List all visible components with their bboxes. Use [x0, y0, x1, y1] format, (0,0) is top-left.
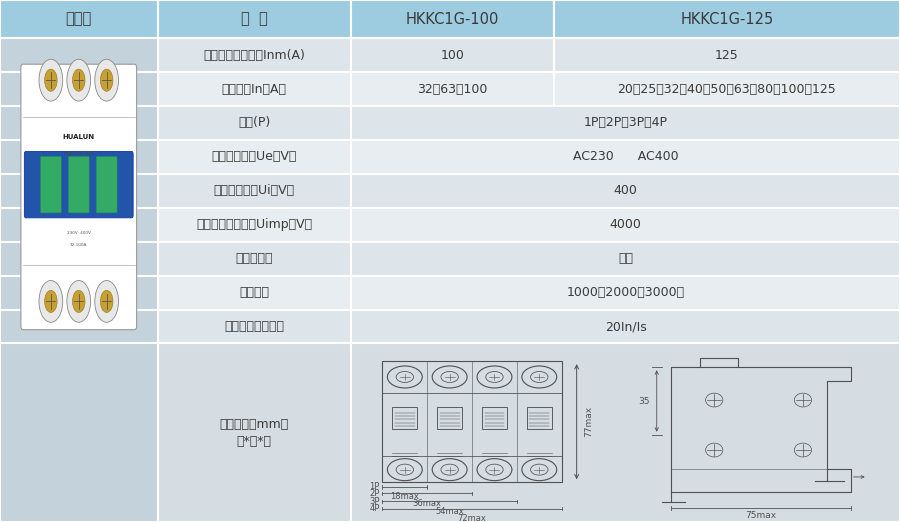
- FancyBboxPatch shape: [40, 157, 61, 213]
- Text: 75max: 75max: [745, 511, 777, 519]
- Text: HKKC1G-100: HKKC1G-100: [63, 151, 94, 157]
- Bar: [382, 361, 562, 482]
- Text: 4000: 4000: [609, 218, 642, 231]
- Circle shape: [67, 60, 91, 101]
- Text: 20In/Is: 20In/Is: [605, 320, 646, 333]
- Bar: [0, 242, 158, 276]
- Text: 额定工作电压Ue（V）: 额定工作电压Ue（V）: [212, 150, 297, 163]
- Bar: [351, 343, 900, 522]
- Bar: [351, 208, 900, 242]
- FancyBboxPatch shape: [68, 157, 89, 213]
- Bar: [392, 407, 418, 429]
- Bar: [0, 343, 158, 522]
- Bar: [554, 0, 900, 38]
- FancyBboxPatch shape: [24, 151, 133, 218]
- Circle shape: [94, 60, 119, 101]
- Text: 额定冲击耐受电压Uimp（V）: 额定冲击耐受电压Uimp（V）: [196, 218, 312, 231]
- Bar: [351, 174, 900, 208]
- Bar: [0, 0, 158, 38]
- Text: 32、63、100: 32、63、100: [417, 82, 488, 96]
- Bar: [0, 106, 158, 140]
- Text: 400: 400: [614, 184, 637, 197]
- Text: 产品图: 产品图: [66, 11, 92, 27]
- Text: 极数(P): 极数(P): [238, 116, 270, 129]
- Text: 32-100A: 32-100A: [70, 243, 87, 247]
- Text: HKKC1G-125: HKKC1G-125: [680, 11, 773, 27]
- Bar: [158, 242, 351, 276]
- Text: 电气寿命: 电气寿命: [239, 286, 269, 299]
- Bar: [526, 407, 552, 429]
- Bar: [351, 242, 900, 276]
- Bar: [158, 310, 351, 343]
- Text: 壳架等级额定电流Inm(A): 壳架等级额定电流Inm(A): [203, 49, 305, 62]
- Text: 额定电流In（A）: 额定电流In（A）: [221, 82, 287, 96]
- Text: 1000、2000、3000次: 1000、2000、3000次: [566, 286, 685, 299]
- Text: 额定绝缘电压Ui（V）: 额定绝缘电压Ui（V）: [213, 184, 295, 197]
- Bar: [158, 343, 351, 522]
- Circle shape: [73, 69, 85, 91]
- Text: AC230      AC400: AC230 AC400: [572, 150, 679, 163]
- Circle shape: [45, 290, 57, 313]
- Text: 20、25、32、40、50、63、80、100、125: 20、25、32、40、50、63、80、100、125: [617, 82, 836, 96]
- Text: 外形尺寸（mm）
长*宽*高: 外形尺寸（mm） 长*宽*高: [220, 418, 289, 448]
- Text: 2P: 2P: [370, 489, 380, 497]
- Text: 54max: 54max: [436, 506, 464, 516]
- Bar: [351, 106, 900, 140]
- Circle shape: [94, 280, 119, 322]
- Circle shape: [67, 280, 91, 322]
- Bar: [0, 276, 158, 310]
- Text: 100: 100: [440, 49, 464, 62]
- Text: 18max: 18max: [391, 492, 419, 502]
- Text: HKKC1G-100: HKKC1G-100: [406, 11, 499, 27]
- Circle shape: [101, 69, 112, 91]
- Bar: [482, 407, 507, 429]
- Bar: [0, 72, 158, 106]
- Bar: [351, 72, 554, 106]
- Bar: [351, 140, 900, 174]
- Text: 1P: 1P: [370, 482, 380, 491]
- Bar: [0, 174, 158, 208]
- Circle shape: [73, 290, 85, 313]
- Bar: [158, 208, 351, 242]
- Text: 36max: 36max: [413, 499, 442, 508]
- Bar: [158, 38, 351, 72]
- Text: 125: 125: [715, 49, 739, 62]
- Bar: [0, 38, 158, 72]
- Bar: [158, 106, 351, 140]
- Bar: [351, 310, 900, 343]
- Bar: [158, 140, 351, 174]
- Circle shape: [45, 69, 57, 91]
- Text: 隔离适用性: 隔离适用性: [236, 252, 273, 265]
- Circle shape: [39, 60, 63, 101]
- FancyBboxPatch shape: [96, 157, 117, 213]
- Text: 1P、2P、3P、4P: 1P、2P、3P、4P: [583, 116, 668, 129]
- Text: 短路承载电流能力: 短路承载电流能力: [224, 320, 284, 333]
- Text: 77max: 77max: [584, 406, 593, 437]
- Text: 隔离: 隔离: [618, 252, 633, 265]
- Text: 230V  400V: 230V 400V: [67, 231, 91, 234]
- Bar: [351, 0, 554, 38]
- Text: 4P: 4P: [370, 504, 380, 514]
- Bar: [437, 407, 462, 429]
- Circle shape: [39, 280, 63, 322]
- Bar: [158, 276, 351, 310]
- Text: 型  号: 型 号: [241, 11, 267, 27]
- Text: 3P: 3P: [369, 496, 380, 506]
- Bar: [554, 72, 900, 106]
- Bar: [158, 174, 351, 208]
- Text: 35: 35: [638, 397, 650, 406]
- Bar: [0, 310, 158, 343]
- Bar: [0, 208, 158, 242]
- Circle shape: [101, 290, 112, 313]
- Bar: [351, 276, 900, 310]
- Bar: [0, 140, 158, 174]
- Bar: [351, 38, 554, 72]
- FancyBboxPatch shape: [21, 64, 137, 330]
- Text: 72max: 72max: [457, 514, 487, 522]
- Bar: [158, 0, 351, 38]
- Bar: [158, 72, 351, 106]
- Bar: [554, 38, 900, 72]
- Text: HUALUN: HUALUN: [63, 134, 94, 140]
